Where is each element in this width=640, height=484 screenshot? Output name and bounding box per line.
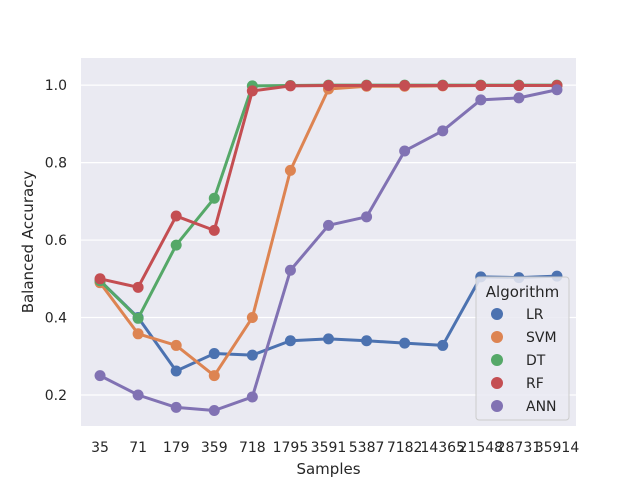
- legend-marker-ann: [491, 400, 503, 412]
- y-tick-label: 0.2: [45, 388, 67, 404]
- x-tick-label: 14365: [420, 440, 465, 456]
- data-point: [513, 80, 525, 92]
- legend-marker-lr: [491, 308, 503, 320]
- y-tick-label: 0.8: [45, 156, 67, 172]
- data-point: [132, 312, 144, 324]
- legend-marker-rf: [491, 377, 503, 389]
- x-tick-label: 35: [91, 440, 109, 456]
- data-point: [399, 145, 411, 157]
- legend-label-lr: LR: [526, 307, 544, 323]
- data-point: [170, 210, 182, 222]
- data-point: [170, 365, 182, 377]
- x-tick-label: 1795: [273, 440, 309, 456]
- y-tick-label: 0.4: [45, 311, 67, 327]
- data-point: [361, 335, 373, 347]
- y-tick-label: 0.6: [45, 233, 67, 249]
- data-point: [284, 164, 296, 176]
- data-point: [208, 370, 220, 382]
- legend-label-dt: DT: [526, 353, 546, 369]
- x-tick-label: 179: [163, 440, 190, 456]
- data-point: [132, 389, 144, 401]
- x-tick-label: 359: [201, 440, 228, 456]
- data-point: [475, 80, 487, 92]
- data-point: [170, 239, 182, 251]
- legend-label-rf: RF: [526, 376, 544, 392]
- data-point: [437, 125, 449, 137]
- x-axis-title: Samples: [296, 460, 360, 478]
- legend-label-ann: ANN: [526, 399, 557, 415]
- data-point: [551, 84, 563, 96]
- data-point: [284, 80, 296, 92]
- data-point: [284, 264, 296, 276]
- data-point: [246, 312, 258, 324]
- data-point: [399, 80, 411, 92]
- data-point: [513, 92, 525, 104]
- x-tick-label: 35914: [535, 440, 580, 456]
- x-tick-label: 71: [129, 440, 147, 456]
- data-point: [208, 192, 220, 204]
- legend-marker-dt: [491, 354, 503, 366]
- data-point: [284, 335, 296, 347]
- x-tick-labels: 35 71 179 359 718 1795 3591 5387 718214365215482…: [91, 440, 579, 456]
- x-tick-label: 28731: [497, 440, 542, 456]
- series-ann: [94, 84, 563, 417]
- y-tick-labels: 0.2 0.4 0.6 0.8 1.0: [45, 78, 67, 404]
- legend-marker-svm: [491, 331, 503, 343]
- data-point: [323, 219, 334, 231]
- x-tick-label: 5387: [349, 440, 385, 456]
- data-point: [399, 337, 411, 349]
- y-tick-label: 1.0: [45, 78, 67, 94]
- x-tick-label: 21548: [459, 440, 504, 456]
- data-point: [246, 349, 258, 361]
- data-point: [170, 401, 182, 413]
- y-axis-title: Balanced Accuracy: [19, 171, 37, 314]
- data-point: [475, 94, 487, 106]
- data-point: [437, 339, 449, 351]
- data-point: [246, 85, 258, 97]
- x-tick-label: 7182: [387, 440, 423, 456]
- data-point: [94, 273, 106, 285]
- x-tick-label: 718: [239, 440, 266, 456]
- data-point: [323, 80, 334, 92]
- legend-title: Algorithm: [486, 283, 559, 301]
- data-point: [132, 328, 144, 340]
- data-point: [94, 370, 106, 382]
- data-point: [208, 348, 220, 360]
- legend-label-svm: SVM: [526, 330, 557, 346]
- data-point: [170, 339, 182, 351]
- data-point: [208, 405, 220, 417]
- data-point: [323, 333, 334, 345]
- data-point: [437, 80, 449, 92]
- legend: Algorithm LR SVM DT RF ANN: [475, 276, 570, 421]
- data-point: [132, 281, 144, 293]
- data-point: [208, 224, 220, 236]
- x-tick-label: 3591: [311, 440, 347, 456]
- data-point: [246, 391, 258, 403]
- data-point: [361, 211, 373, 223]
- data-point: [361, 80, 373, 92]
